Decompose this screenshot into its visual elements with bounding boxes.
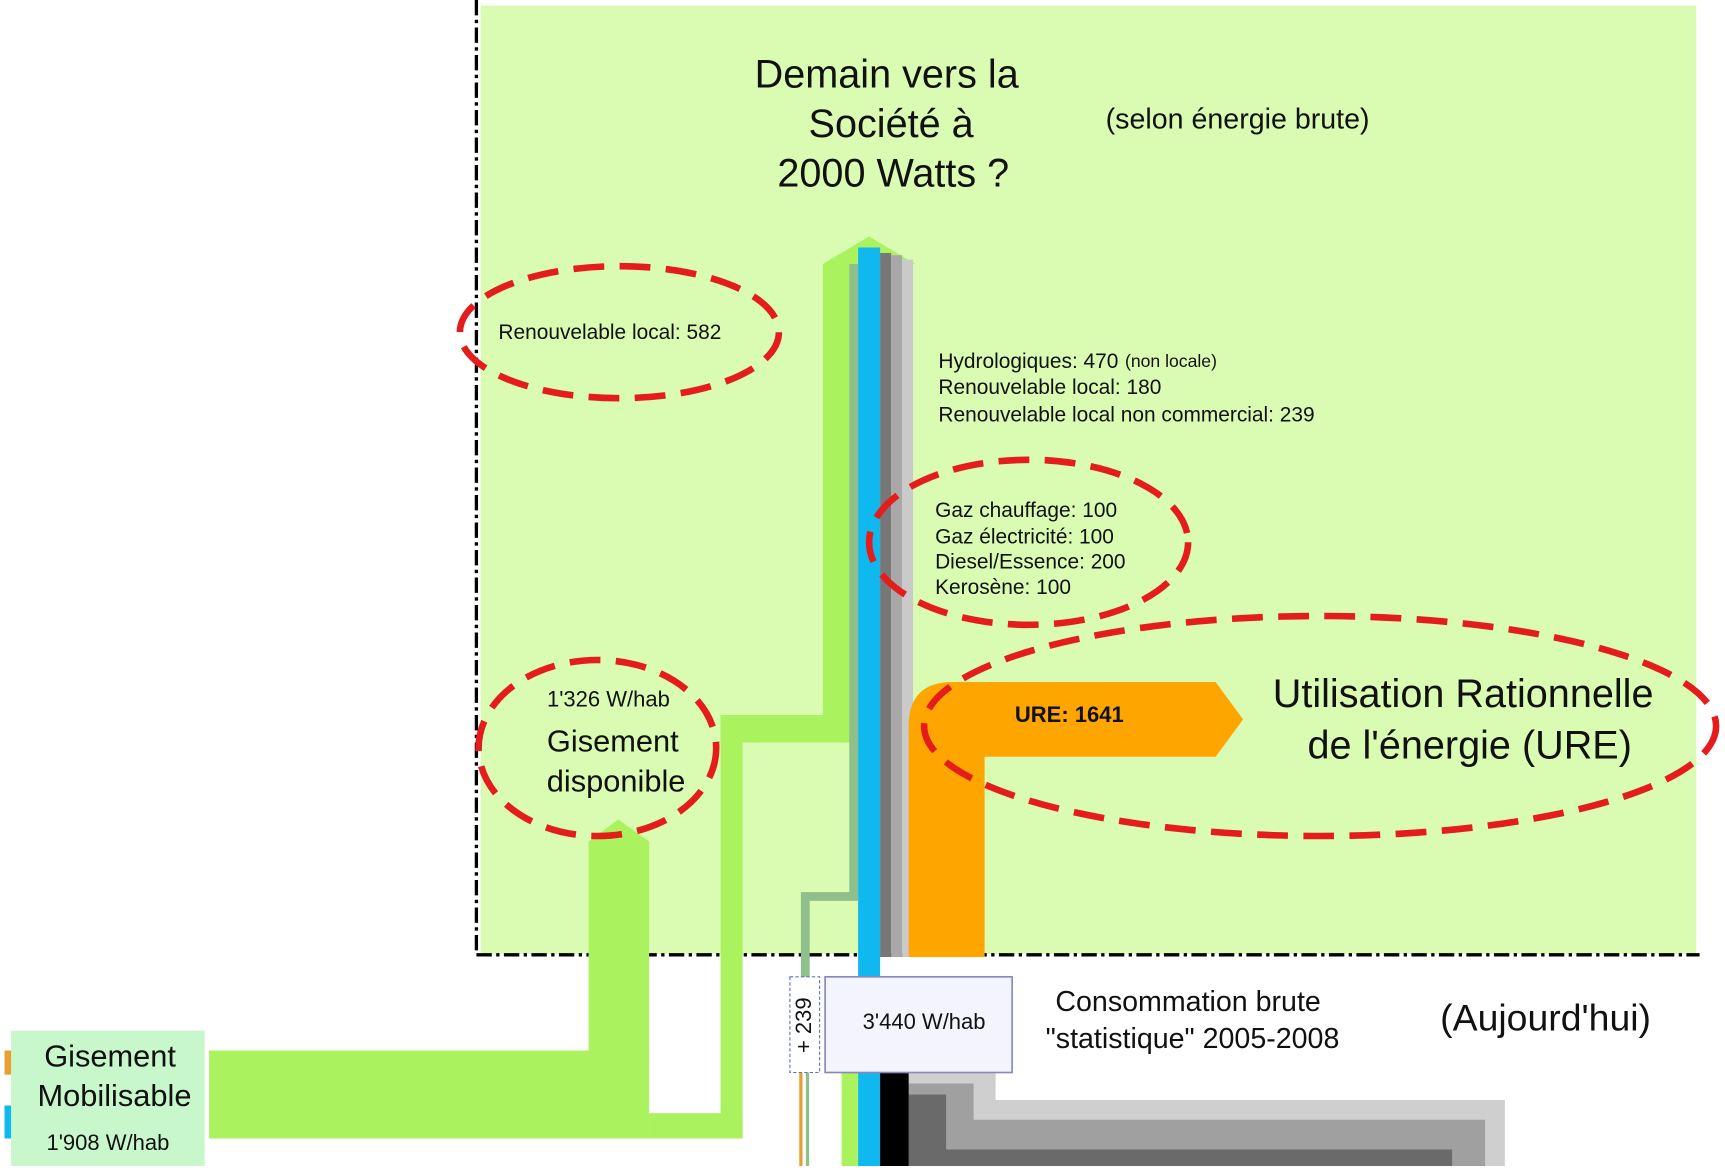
gray-flow [908, 1083, 1486, 1166]
label: Gaz chauffage: 100 [935, 499, 1117, 522]
label: Renouvelable local: 582 [498, 321, 721, 344]
ure-title: Utilisation Rationnelle [1273, 672, 1654, 716]
gray-flow [880, 253, 892, 957]
value: 1'908 W/hab [46, 1130, 169, 1155]
caption: Consommation brute [1055, 986, 1320, 1018]
label: Renouvelable local: 180 [938, 376, 1161, 399]
today-label: (Aujourd'hui) [1440, 997, 1651, 1039]
label-note: (non locale) [1125, 351, 1217, 371]
extra-label: + 239 [791, 997, 816, 1053]
ure-flow [908, 682, 1244, 957]
title-note: (selon énergie brute) [1106, 104, 1370, 136]
label: Kerosène: 100 [935, 576, 1071, 599]
label: Gisement [547, 724, 679, 759]
label: Gisement [44, 1038, 176, 1073]
gray-flow [891, 255, 903, 957]
ure-label: URE: 1641 [1015, 702, 1124, 727]
label: Hydrologiques: 470 (non locale) [938, 349, 1217, 372]
blue-flow [858, 247, 881, 1166]
title: 2000 Watts ? [777, 151, 1009, 195]
mobilisable-box [11, 1030, 205, 1166]
gray-flow [902, 259, 914, 958]
title: Demain vers la [755, 52, 1020, 96]
label: Gaz électricité: 100 [935, 525, 1114, 548]
value: 1'326 W/hab [547, 687, 670, 712]
consumption-label: 3'440 W/hab [863, 1009, 986, 1034]
label: Hydrologiques: 470 [938, 349, 1118, 372]
noncommercial-flow [800, 264, 859, 980]
highlight [456, 262, 1720, 840]
future-panel [480, 5, 1697, 954]
label: Diesel/Essence: 200 [935, 551, 1125, 574]
label: disponible [547, 763, 686, 798]
extra-box [789, 976, 821, 1074]
ure-title: de l'énergie (URE) [1307, 723, 1631, 767]
edge-flow [4, 1105, 12, 1139]
green-flow [209, 236, 916, 1166]
edge-flow [4, 1050, 12, 1075]
gray-flow [908, 1094, 1453, 1166]
black-flow [880, 1072, 909, 1166]
label: Mobilisable [37, 1078, 191, 1113]
label: Renouvelable local non commercial: 239 [938, 403, 1314, 426]
consumption-box [824, 975, 1013, 1074]
title: Société à [809, 102, 975, 146]
caption: "statistique" 2005-2008 [1046, 1023, 1340, 1055]
